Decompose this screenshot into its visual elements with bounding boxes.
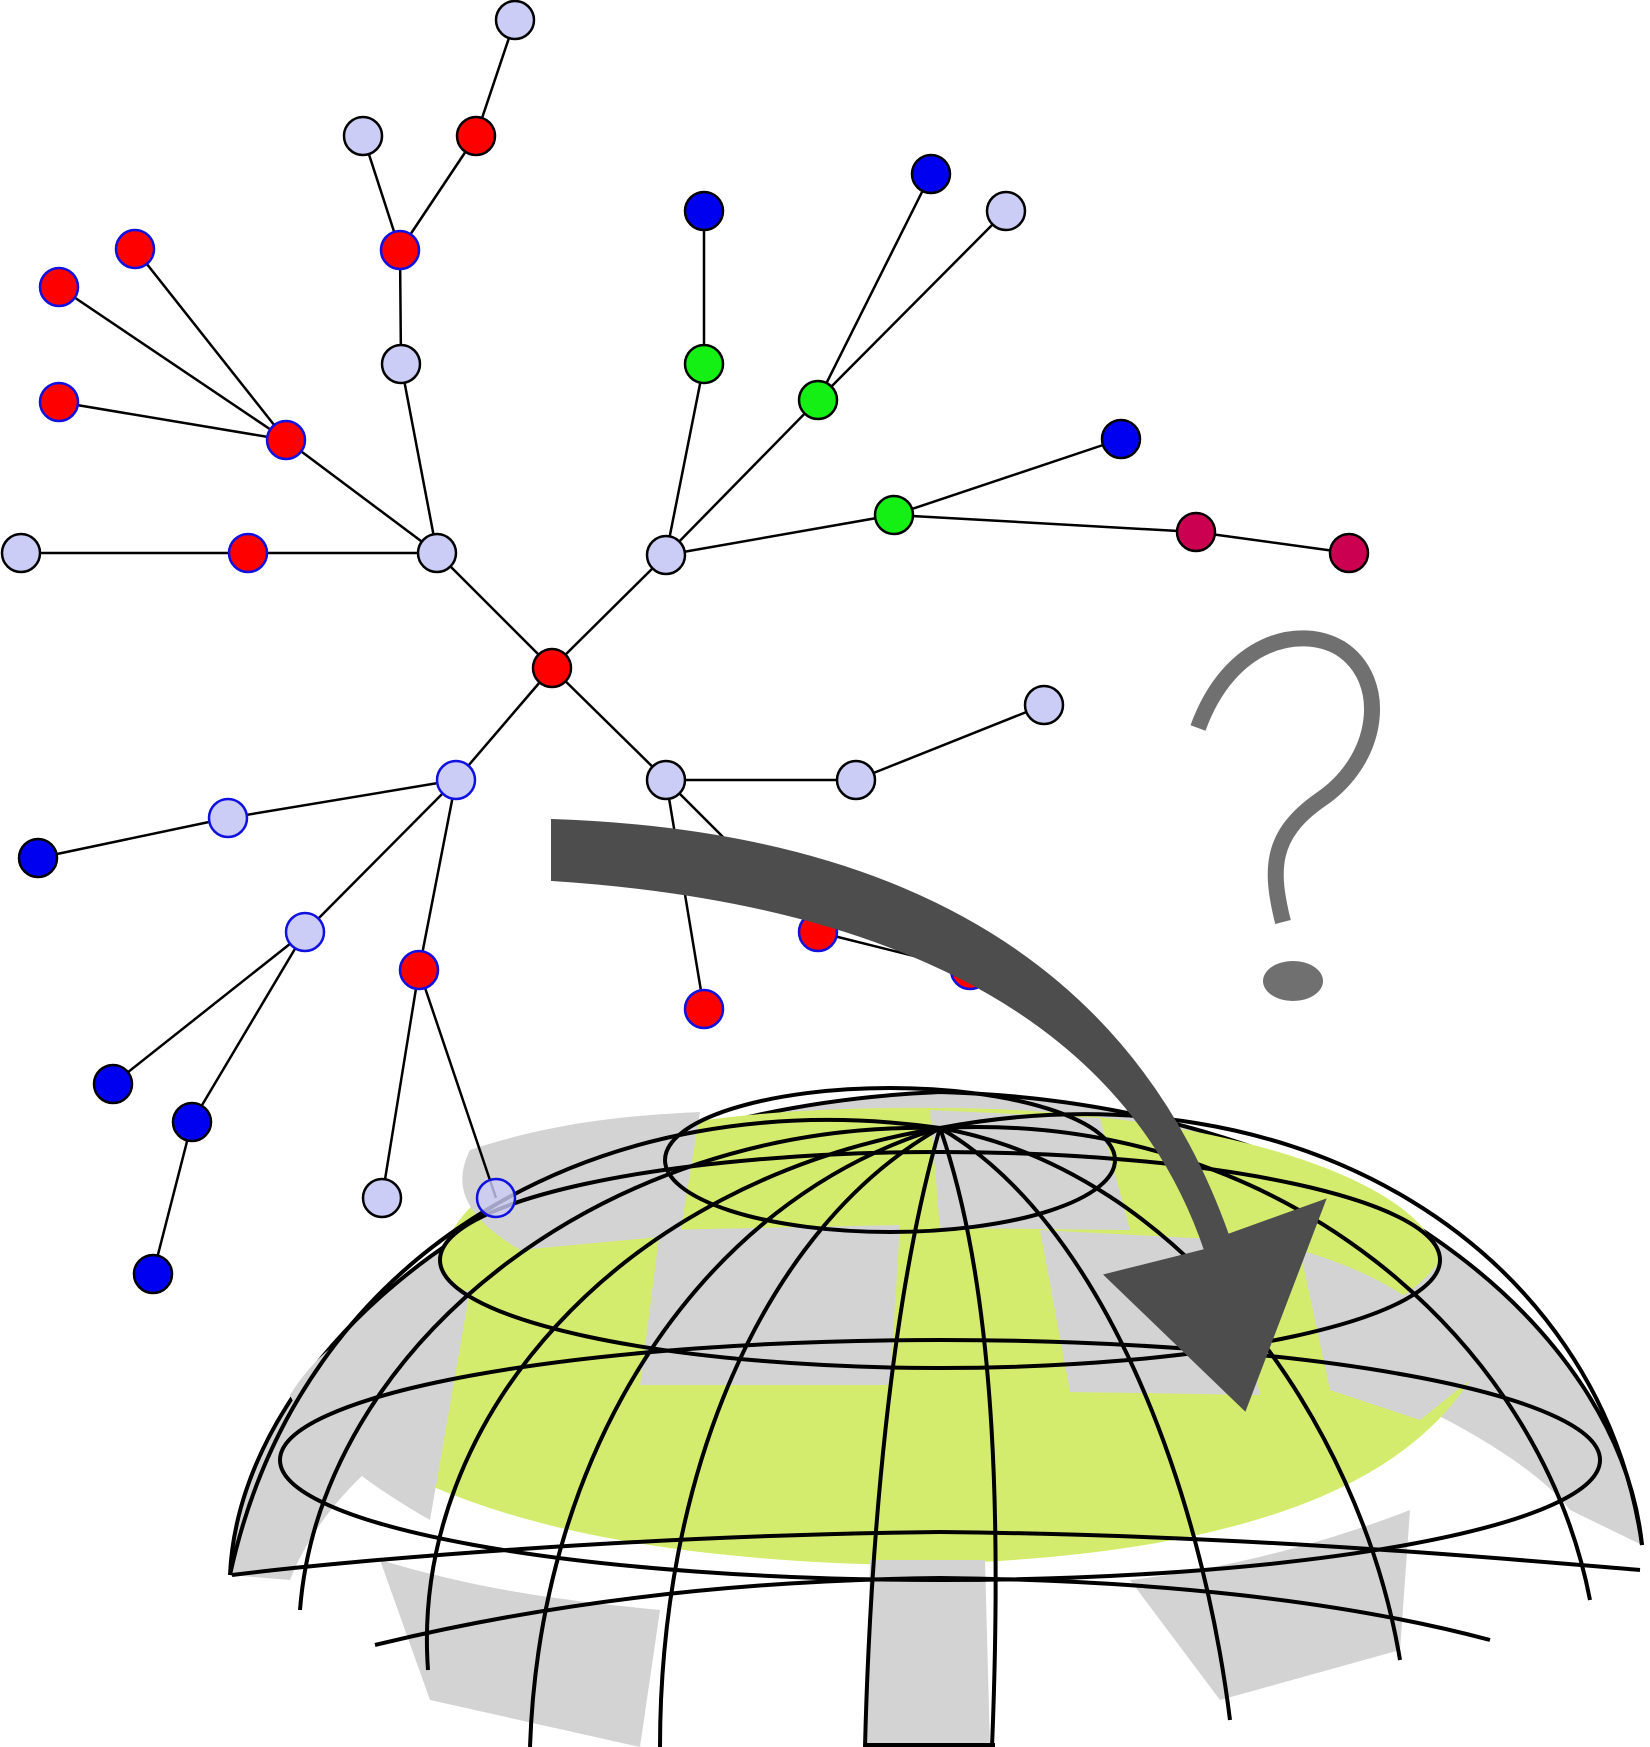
tree-node [1330,534,1368,572]
tree-node [2,534,40,572]
tree-node [685,990,723,1028]
tree-node [875,496,913,534]
tree-node [837,761,875,799]
tree-node [477,1179,515,1217]
tree-node [987,192,1025,230]
tree-node [40,268,78,306]
tree-node [134,1255,172,1293]
tree-node [344,117,382,155]
tree-graph-icon [2,1,1368,1293]
tree-node [94,1065,132,1103]
tree-node [1025,686,1063,724]
tree-node [647,761,685,799]
tree-node [418,534,456,572]
tree-node [912,155,950,193]
question-mark-curve [1198,638,1372,922]
tree-node [229,534,267,572]
tree-node [437,761,475,799]
tree-node [40,383,78,421]
question-mark-dot [1263,961,1323,1001]
tree-node [173,1103,211,1141]
dome-grid-icon [230,1088,1642,1747]
tree-node [363,1179,401,1217]
tree-node [685,192,723,230]
tree-node [267,421,305,459]
tree-node-root [533,649,571,687]
tree-node [381,231,419,269]
tree-node [496,1,534,39]
tree-node [382,345,420,383]
dome-gray-patch [380,1560,660,1747]
tree-node [457,117,495,155]
tree-node [1177,513,1215,551]
tree-node [116,230,154,268]
tree-node [19,839,57,877]
tree-node [799,381,837,419]
tree-node [286,913,324,951]
tree-node [400,951,438,989]
tree-node [685,345,723,383]
tree-node [209,799,247,837]
dome-gray-patch [865,1560,990,1747]
tree-node [1102,420,1140,458]
tree-node [647,536,685,574]
